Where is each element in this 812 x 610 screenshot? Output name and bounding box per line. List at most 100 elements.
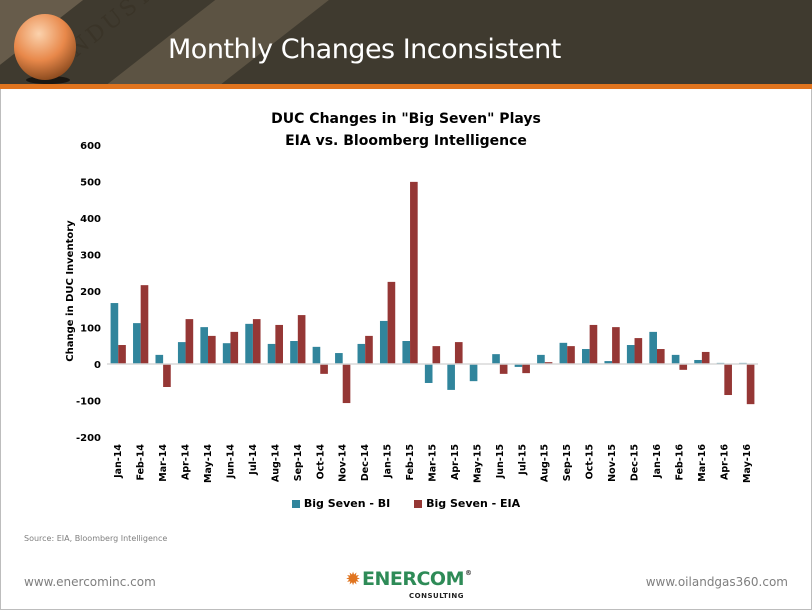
bar-eia-apr-16 — [724, 364, 732, 396]
bar-eia-feb-16 — [679, 364, 688, 370]
x-tick-label: Feb-14 — [136, 444, 147, 481]
logo-wordmark-row: ✹ ENERCOM ® — [344, 568, 472, 590]
x-tick-label: Mar-16 — [697, 444, 708, 482]
x-tick-label: Aug-15 — [540, 444, 551, 482]
bar-bi-feb-15 — [402, 341, 411, 364]
x-tick-label: Sep-14 — [293, 444, 304, 482]
bar-bi-jun-15 — [492, 354, 500, 364]
x-tick-label: Nov-15 — [607, 444, 618, 482]
bar-eia-jul-15 — [522, 364, 530, 374]
sun-burst-icon: ✹ — [345, 569, 361, 589]
bar-eia-oct-15 — [589, 324, 598, 364]
bar-bi-nov-14 — [335, 353, 343, 364]
chart-title: DUC Changes in "Big Seven" Plays — [271, 111, 541, 127]
bar-eia-nov-15 — [612, 327, 620, 364]
bar-eia-oct-14 — [320, 364, 328, 374]
y-tick-label: 300 — [80, 251, 101, 262]
bar-bi-jun-14 — [222, 343, 231, 364]
bar-bi-jan-16 — [649, 331, 657, 364]
bar-eia-may-16 — [746, 364, 755, 405]
bar-bi-aug-14 — [267, 343, 276, 364]
bar-bi-aug-15 — [537, 354, 545, 365]
bar-bi-apr-15 — [447, 364, 455, 390]
x-tick-label: Jan-14 — [113, 444, 124, 479]
chart-legend: Big Seven - BI Big Seven - EIA — [0, 497, 812, 511]
bar-eia-jul-14 — [252, 319, 261, 364]
bar-eia-may-14 — [208, 335, 216, 364]
header-accent-rule — [0, 84, 812, 89]
bar-bi-apr-14 — [177, 342, 186, 364]
logo-wordmark: ENERCOM — [362, 568, 465, 590]
x-tick-label: Jun-14 — [226, 444, 237, 480]
bar-bi-jul-14 — [245, 323, 253, 364]
x-tick-label: May-14 — [203, 444, 214, 483]
x-tick-label: Oct-14 — [315, 444, 326, 480]
bar-eia-jan-16 — [656, 349, 665, 364]
bar-bi-nov-15 — [604, 361, 613, 364]
bar-bi-sep-14 — [290, 341, 298, 364]
y-tick-label: 100 — [80, 324, 101, 335]
x-tick-label: Oct-15 — [585, 444, 596, 479]
y-tick-label: 400 — [80, 214, 101, 225]
x-tick-label: Mar-14 — [158, 444, 169, 482]
y-tick-label: -100 — [76, 397, 101, 408]
bar-bi-oct-14 — [312, 346, 321, 364]
bar-bi-sep-15 — [559, 342, 568, 364]
bar-bi-feb-16 — [671, 354, 680, 365]
bar-eia-feb-15 — [410, 181, 418, 364]
x-tick-label: Aug-14 — [270, 444, 281, 482]
bar-bi-mar-15 — [424, 364, 433, 383]
y-tick-label: 500 — [80, 178, 101, 189]
legend-item-bi: Big Seven - BI — [291, 497, 391, 510]
footer-link-oilandgas360[interactable]: www.oilandgas360.com — [645, 575, 788, 589]
y-tick-label: 200 — [80, 287, 101, 298]
bar-eia-sep-15 — [567, 346, 575, 364]
x-tick-label: Feb-15 — [405, 444, 416, 481]
bar-eia-dec-15 — [634, 338, 643, 364]
legend-label-bi: Big Seven - BI — [303, 497, 391, 510]
x-tick-label: Dec-15 — [630, 444, 641, 481]
bar-eia-aug-15 — [544, 362, 553, 364]
bar-chart: Change in DUC Inventory 600 500 400 300 200 10… — [65, 141, 758, 483]
bar-bi-feb-14 — [133, 323, 141, 364]
footer-link-enercom[interactable]: www.enercominc.com — [24, 575, 156, 589]
x-tick-label: Nov-14 — [338, 444, 349, 482]
x-tick-label: Jan-15 — [383, 444, 394, 479]
slide-title: Monthly Changes Inconsistent — [168, 34, 561, 65]
y-tick-label: -200 — [76, 433, 101, 444]
bar-eia-apr-15 — [454, 342, 463, 364]
y-axis-title: Change in DUC Inventory — [65, 220, 76, 362]
enercom-logo: ✹ ENERCOM ® CONSULTING — [344, 568, 472, 604]
bar-bi-may-15 — [469, 364, 478, 382]
bar-eia-dec-14 — [365, 335, 373, 364]
bar-eia-nov-14 — [342, 364, 351, 404]
bar-bi-mar-16 — [694, 359, 702, 364]
legend-label-eia: Big Seven - EIA — [426, 497, 521, 510]
x-tick-label: Sep-15 — [562, 444, 573, 481]
bar-eia-mar-16 — [701, 351, 710, 364]
bar-bi-jan-14 — [110, 303, 119, 364]
sun-orb-logo-icon — [14, 14, 76, 80]
bar-bi-dec-15 — [626, 345, 635, 364]
bar-eia-feb-14 — [140, 285, 149, 364]
bar-bi-dec-14 — [357, 343, 366, 364]
slide-header: INDUSTRY Monthly Changes Inconsistent — [0, 0, 812, 84]
legend-item-eia: Big Seven - EIA — [414, 497, 520, 510]
bar-bi-mar-14 — [155, 354, 164, 365]
bar-eia-jun-15 — [499, 364, 508, 374]
legend-swatch-eia — [414, 499, 423, 508]
x-tick-label: Dec-14 — [360, 444, 371, 482]
bar-eia-apr-14 — [185, 319, 194, 364]
x-tick-label: May-15 — [472, 444, 483, 483]
x-tick-label: Feb-16 — [674, 444, 685, 481]
x-tick-label: Jan-16 — [652, 444, 663, 479]
bar-eia-mar-15 — [432, 346, 441, 364]
source-note: Source: EIA, Bloomberg Intelligence — [24, 534, 168, 543]
x-tick-label: Mar-15 — [428, 444, 439, 482]
x-tick-label: Apr-16 — [719, 444, 730, 480]
orb-shadow — [26, 76, 70, 84]
x-tick-label: Jun-15 — [495, 444, 506, 479]
bar-eia-jan-15 — [387, 281, 396, 365]
bar-eia-aug-14 — [275, 324, 283, 364]
bar-eia-mar-14 — [163, 364, 171, 387]
